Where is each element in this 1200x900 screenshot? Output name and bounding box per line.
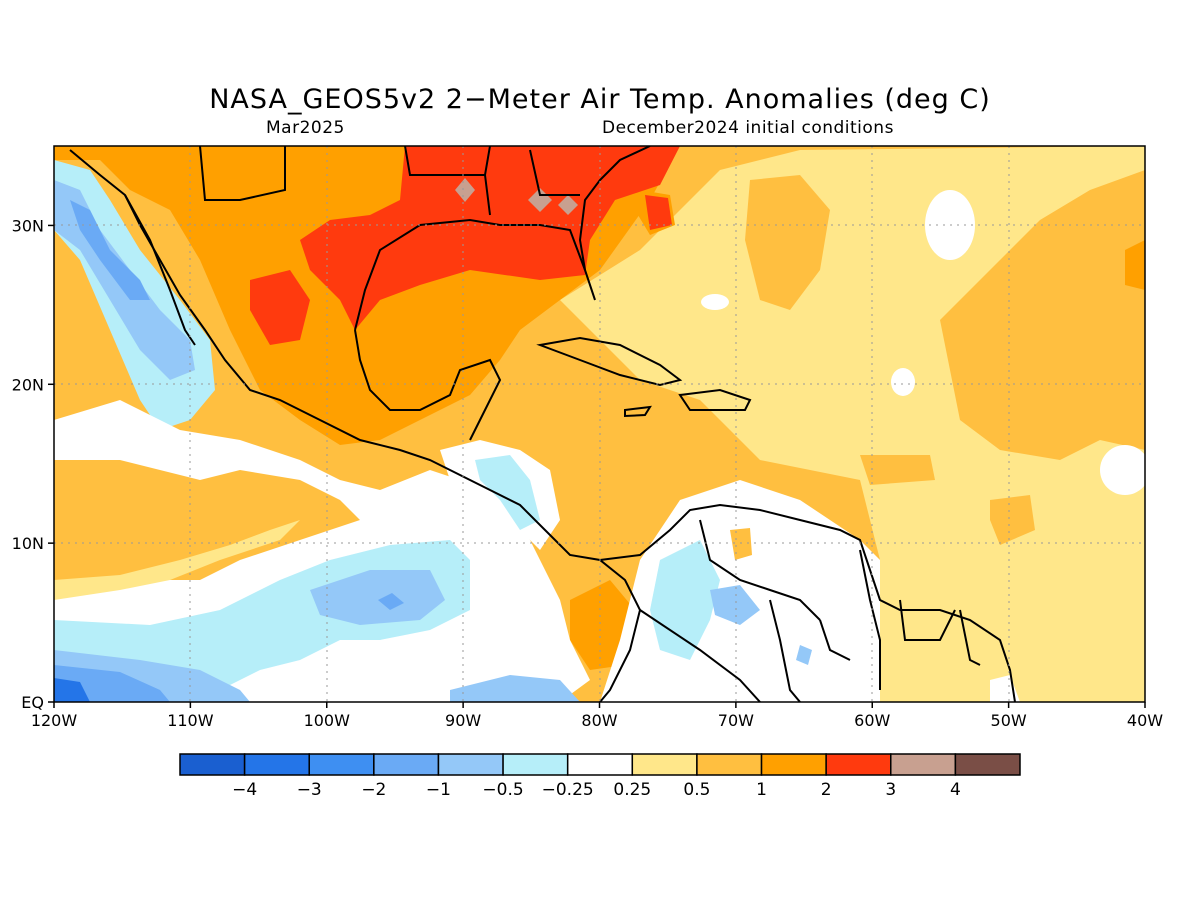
longitude-axis: 120W 110W 100W 90W 80W 70W 60W 50W 40W (31, 702, 1163, 730)
colorbar-label: −4 (232, 780, 257, 800)
colorbar-swatch (243, 753, 310, 776)
colorbar-swatch (502, 753, 569, 776)
colorbar-label: −3 (297, 780, 322, 800)
colorbar-swatch (308, 753, 375, 776)
lon-label: 100W (304, 711, 351, 730)
colorbar-swatch (566, 753, 634, 776)
colorbar-label: 0.5 (683, 780, 710, 800)
graticule (54, 146, 1145, 702)
colorbar-label: 4 (950, 780, 961, 800)
lat-label: 10N (12, 534, 44, 553)
colorbar-swatch (890, 753, 957, 776)
colorbar-label: 1 (756, 780, 767, 800)
colorbar-label: −0.5 (482, 780, 523, 800)
map-title: NASA_GEOS5v2 2−Meter Air Temp. Anomalies… (209, 84, 991, 115)
lon-label: 90W (445, 711, 481, 730)
lon-label: 40W (1127, 711, 1163, 730)
lat-label: 20N (12, 375, 44, 394)
lon-label: 60W (854, 711, 890, 730)
forecast-month: Mar2025 (266, 118, 345, 138)
colorbar-swatch (954, 753, 1021, 776)
lon-label: 80W (581, 711, 617, 730)
lon-label: 110W (167, 711, 214, 730)
colorbar-swatch (179, 753, 246, 776)
colorbar-label: −1 (426, 780, 451, 800)
colorbar-label: −0.25 (542, 780, 594, 800)
colorbar-swatch (696, 753, 763, 776)
initial-conditions-label: December2024 initial conditions (602, 118, 894, 138)
lon-label: 50W (991, 711, 1027, 730)
colorbar: −4 −3 −2 −1 −0.5 −0.25 0.25 0.5 1 2 3 4 (179, 753, 1021, 800)
colorbar-label: 0.25 (613, 780, 651, 800)
coastlines (69, 146, 1016, 702)
colorbar-swatch (631, 753, 698, 776)
colorbar-swatch (437, 753, 504, 776)
anomaly-field (54, 146, 1145, 702)
colorbar-label: 3 (885, 780, 896, 800)
colorbar-swatch (373, 753, 440, 776)
lon-label: 70W (718, 711, 754, 730)
latitude-axis: EQ 10N 20N 30N (12, 216, 54, 712)
lat-label: 30N (12, 216, 44, 235)
colorbar-label: −2 (361, 780, 386, 800)
lat-label: EQ (21, 693, 44, 712)
lon-label: 120W (31, 711, 78, 730)
colorbar-swatch (760, 753, 827, 776)
colorbar-swatch (825, 753, 892, 776)
colorbar-label: 2 (821, 780, 832, 800)
